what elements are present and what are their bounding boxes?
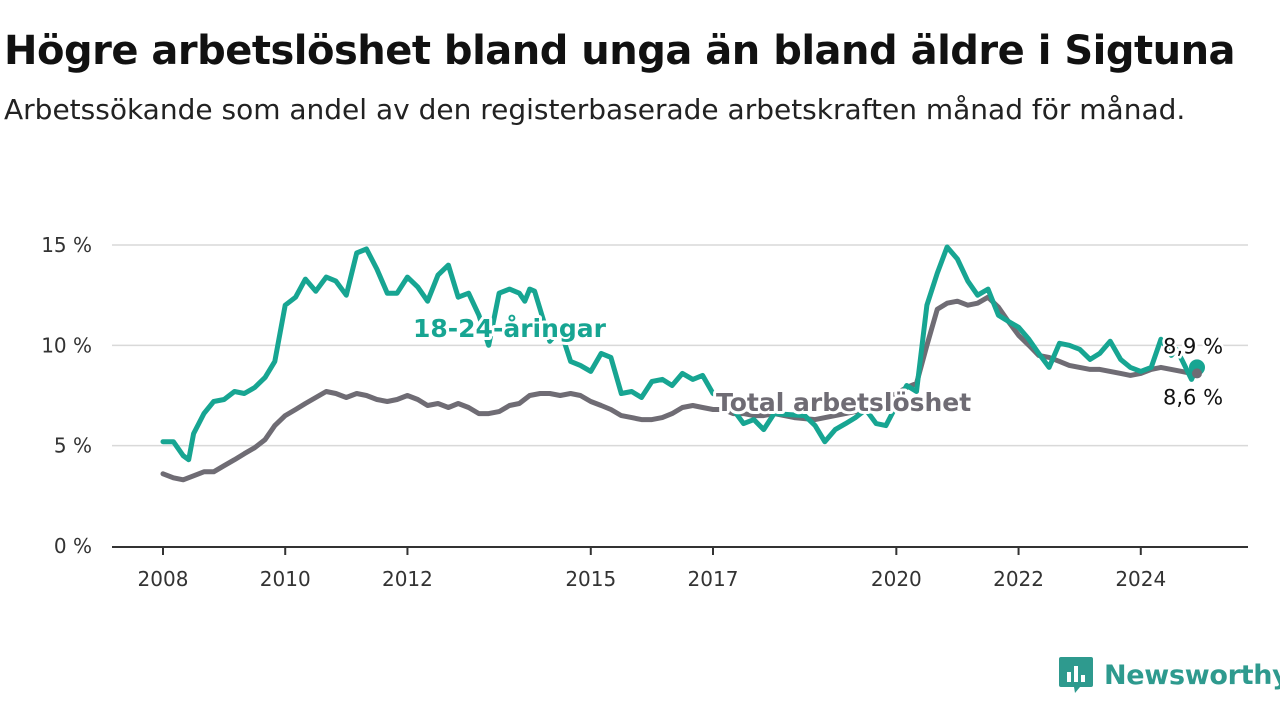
- y-axis-ticks: 0 % 5 % 10 % 15 %: [41, 233, 92, 558]
- x-tick-label: 2017: [688, 567, 739, 591]
- x-tick-label: 2015: [565, 567, 616, 591]
- series-name-label: Total arbetslöshet: [716, 388, 971, 417]
- chart-title: Högre arbetslöshet bland unga än bland ä…: [4, 28, 1236, 74]
- series-end-point: [1192, 368, 1202, 379]
- series-line-total: [160, 294, 1200, 483]
- x-tick-label: 2008: [138, 567, 189, 591]
- x-tick-label: 2020: [871, 567, 922, 591]
- x-tick-label: 2024: [1115, 567, 1166, 591]
- series-name-label: 18-24-åringar: [413, 314, 607, 343]
- y-tick-label: 5 %: [54, 434, 92, 458]
- chart-subtitle: Arbetssökande som andel av den registerb…: [4, 93, 1186, 126]
- x-tick-label: 2022: [993, 567, 1044, 591]
- x-tick-label: 2010: [260, 567, 311, 591]
- x-tick-label: 2012: [382, 567, 433, 591]
- y-tick-label: 10 %: [41, 333, 92, 357]
- newsworthy-logo-icon: [1059, 657, 1093, 693]
- series-line-youth: [160, 244, 1200, 463]
- x-axis-ticks: 2008 2010 2012 2015 2017 2020 2022 2024: [138, 547, 1166, 591]
- series-lines: [160, 244, 1200, 483]
- end-value-label: 8,6 %: [1163, 385, 1223, 409]
- y-tick-label: 15 %: [41, 233, 92, 257]
- y-tick-label: 0 %: [54, 534, 92, 558]
- end-value-label: 8,9 %: [1163, 334, 1223, 358]
- newsworthy-logo[interactable]: Newsworthy: [1058, 655, 1280, 695]
- brand-name: Newsworthy: [1104, 659, 1280, 691]
- series-labels: 8,9 % 8,6 % 18-24-åringar Total arbetslöshe…: [410, 311, 1226, 420]
